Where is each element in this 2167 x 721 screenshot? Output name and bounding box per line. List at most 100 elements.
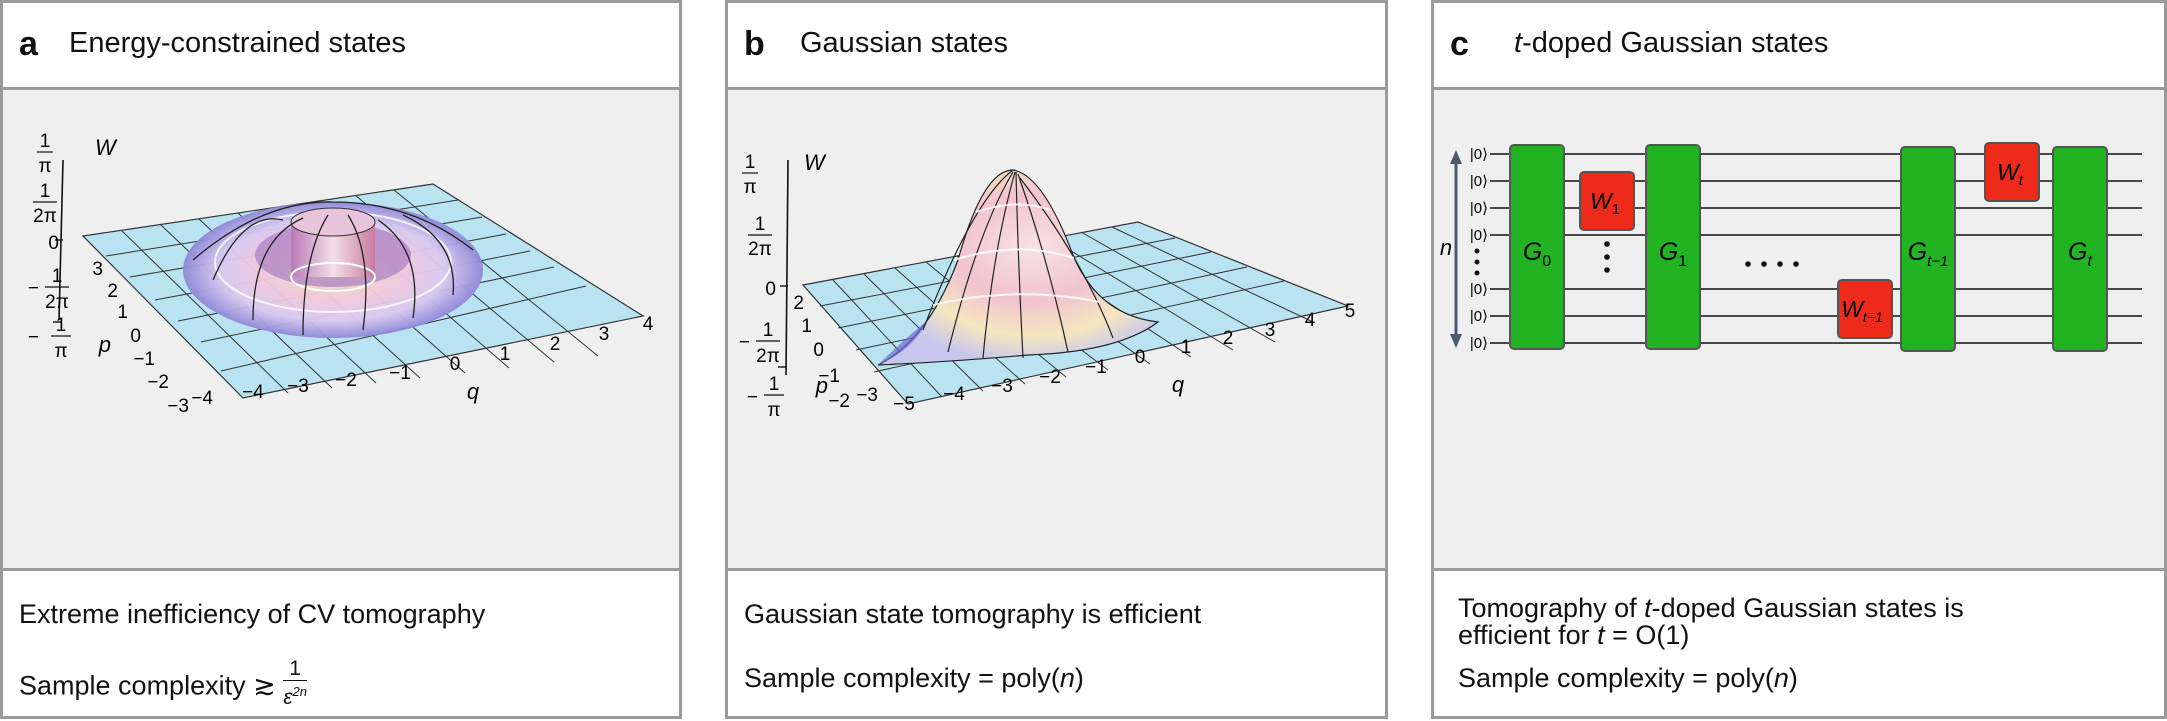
complexity-fraction: 1 ε2n [283, 657, 307, 709]
svg-text:q: q [467, 379, 480, 404]
svg-text:5: 5 [1345, 301, 1356, 322]
circuit-ellipsis [1604, 241, 1799, 273]
svg-text:0: 0 [130, 326, 141, 347]
wigner-plot-b: W 1 π 1 2π 0 − 1 2π − 1 π 2 1 0 [739, 150, 1355, 421]
svg-text:−: − [747, 387, 758, 408]
ket-ellipsis [1474, 248, 1480, 276]
circuit-diagram: |0⟩ |0⟩ |0⟩ |0⟩ |0⟩ |0⟩ |0⟩ n [1440, 142, 2142, 352]
panel-b-figure: W 1 π 1 2π 0 − 1 2π − 1 π 2 1 0 [728, 90, 1385, 571]
svg-text:3: 3 [92, 259, 103, 280]
svg-text:−: − [28, 278, 39, 299]
svg-text:0: 0 [1135, 347, 1146, 368]
svg-text:−: − [739, 332, 750, 353]
svg-text:2π: 2π [748, 239, 772, 260]
svg-text:p: p [815, 373, 828, 398]
w-axis-b: W 1 π 1 2π 0 − 1 2π − 1 π [739, 150, 827, 421]
gate-w1 [1579, 171, 1635, 231]
svg-text:2π: 2π [33, 206, 57, 227]
panel-b-caption: Gaussian state tomography is efficient S… [728, 571, 1385, 716]
panel-c-header: c t-doped Gaussian states [1434, 3, 2164, 90]
panel-a-title: Energy-constrained states [69, 27, 406, 59]
svg-text:W: W [95, 135, 118, 160]
svg-text:2π: 2π [45, 292, 69, 313]
panel-b-header: b Gaussian states [728, 3, 1385, 90]
panel-c: c t-doped Gaussian states |0⟩ |0⟩ |0⟩ |0… [1431, 0, 2167, 719]
svg-text:1: 1 [40, 181, 51, 202]
svg-text:|0⟩: |0⟩ [1470, 200, 1488, 217]
svg-text:2: 2 [1223, 328, 1234, 349]
svg-text:−5: −5 [893, 394, 915, 415]
gate-g1 [1645, 144, 1701, 350]
panel-a: a Energy-constrained states [0, 0, 682, 719]
panel-b-caption-line1: Gaussian state tomography is efficient [744, 599, 1202, 629]
panel-b-letter: b [744, 25, 765, 63]
svg-text:−1: −1 [818, 366, 840, 387]
svg-text:2: 2 [107, 281, 118, 302]
svg-text:|0⟩: |0⟩ [1470, 335, 1488, 352]
svg-text:2: 2 [550, 334, 561, 355]
svg-text:1: 1 [40, 131, 51, 152]
svg-text:1: 1 [1181, 337, 1192, 358]
svg-text:1: 1 [801, 316, 812, 337]
svg-text:|0⟩: |0⟩ [1470, 146, 1488, 163]
svg-text:−1: −1 [1085, 357, 1107, 378]
svg-text:0: 0 [450, 354, 461, 375]
svg-text:π: π [743, 177, 756, 198]
panel-b: b Gaussian states [725, 0, 1388, 719]
svg-text:−1: −1 [389, 363, 411, 384]
wigner-plot-a: W 1 π 1 2π 0 − 1 2π − 1 π 3 2 1 [28, 131, 654, 417]
panel-c-letter: c [1450, 25, 1469, 63]
q-axis: −4 −3 −2 −1 0 1 2 3 4 q [242, 314, 654, 404]
svg-text:W1: W1 [1590, 188, 1620, 218]
panel-c-title: t-doped Gaussian states [1514, 27, 1829, 59]
svg-text:−3: −3 [991, 376, 1013, 397]
panel-a-header: a Energy-constrained states [3, 3, 679, 90]
gaussian-gates: G0 G1 Gt−1 Gt [1509, 144, 2108, 352]
panel-a-caption-line2: Sample complexity ≳ 1 ε2n [19, 657, 307, 709]
svg-text:0: 0 [813, 340, 824, 361]
w-axis: W 1 π 1 2π 0 − 1 2π − 1 π [28, 131, 118, 362]
svg-text:1: 1 [52, 266, 63, 287]
svg-text:q: q [1172, 372, 1185, 397]
svg-text:π: π [38, 156, 51, 177]
svg-text:−2: −2 [147, 372, 169, 393]
p-axis: 3 2 1 0 −1 −2 −3 −4 p [92, 259, 213, 417]
panel-c-figure: |0⟩ |0⟩ |0⟩ |0⟩ |0⟩ |0⟩ |0⟩ n [1434, 90, 2164, 571]
n-qubits-arrow: n [1440, 150, 1462, 348]
svg-text:−2: −2 [828, 391, 850, 412]
panel-c-caption-line3: Sample complexity = poly(n) [1458, 663, 1798, 693]
panel-b-caption-line2: Sample complexity = poly(n) [744, 663, 1084, 693]
p-axis-b: 2 1 0 −1 −2 −3 p [793, 293, 878, 412]
svg-text:W: W [804, 150, 827, 175]
panel-a-figure: W 1 π 1 2π 0 − 1 2π − 1 π 3 2 1 [3, 90, 679, 571]
panel-a-caption: Extreme inefficiency of CV tomography Sa… [3, 571, 679, 716]
panel-a-caption-line1: Extreme inefficiency of CV tomography [19, 599, 486, 629]
svg-text:1: 1 [769, 374, 780, 395]
svg-text:1: 1 [763, 320, 774, 341]
svg-text:0: 0 [48, 233, 59, 254]
svg-text:Gt−1: Gt−1 [1908, 238, 1949, 270]
svg-text:p: p [98, 332, 111, 357]
svg-text:−1: −1 [133, 349, 155, 370]
svg-text:−: − [28, 327, 39, 348]
gate-gt-1 [1900, 146, 1956, 352]
panel-a-letter: a [19, 25, 38, 63]
svg-text:−4: −4 [191, 388, 213, 409]
svg-text:−2: −2 [1039, 367, 1061, 388]
svg-text:1: 1 [56, 315, 67, 336]
svg-text:1: 1 [500, 344, 511, 365]
gate-wt-1 [1837, 279, 1893, 339]
svg-text:−4: −4 [242, 382, 264, 403]
svg-text:−4: −4 [943, 384, 965, 405]
svg-text:−3: −3 [856, 385, 878, 406]
svg-text:Gt: Gt [2068, 238, 2092, 270]
ket-labels: |0⟩ |0⟩ |0⟩ |0⟩ |0⟩ |0⟩ |0⟩ [1470, 146, 1488, 352]
svg-text:Wt: Wt [1997, 159, 2024, 189]
panel-c-caption-line1: Tomography of t-doped Gaussian states is [1458, 593, 1964, 623]
gate-wt [1984, 142, 2040, 202]
q-axis-b: −5 −4 −3 −2 −1 0 1 2 3 4 5 q [893, 301, 1355, 415]
svg-text:n: n [1440, 235, 1452, 260]
svg-text:|0⟩: |0⟩ [1470, 281, 1488, 298]
panel-c-caption: Tomography of t-doped Gaussian states is… [1434, 571, 2164, 716]
svg-text:1: 1 [745, 152, 756, 173]
